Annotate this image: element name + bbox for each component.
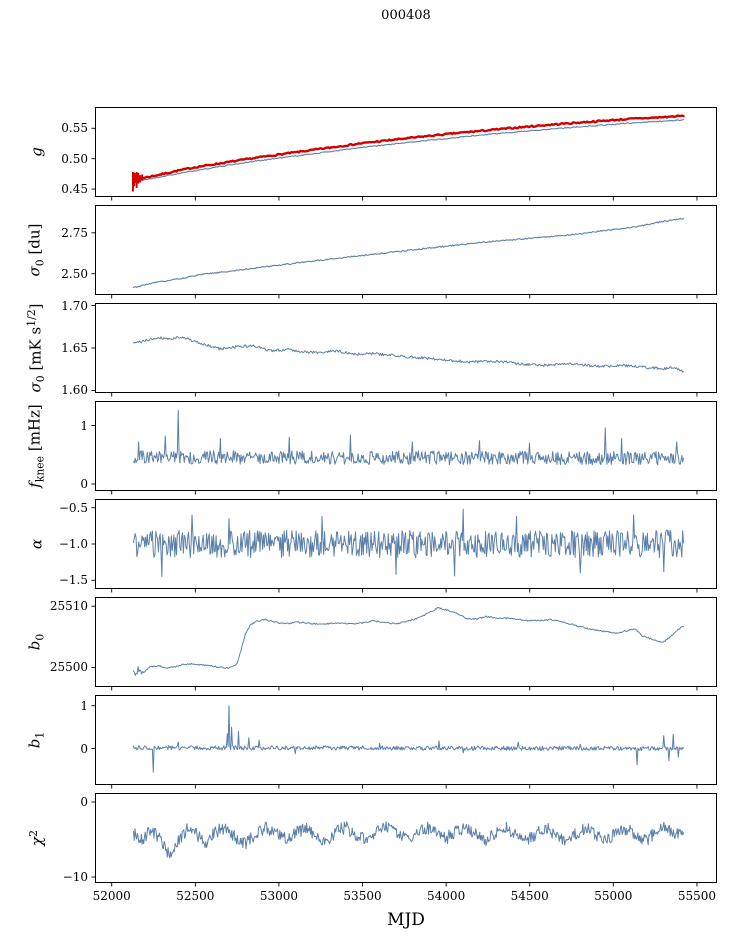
y-axis-label-segment: f [25, 482, 44, 488]
y-axis-label-segment: χ [28, 836, 47, 846]
panel-spines [95, 303, 717, 393]
panel-fknee-plot [91, 401, 717, 495]
y-tick-label: 0 [80, 741, 88, 756]
series-line-b0 [132, 606, 685, 676]
panel-spines [95, 695, 717, 785]
y-tick-label: 0.45 [61, 182, 88, 197]
panel-alpha: −1.5 −1.0 −0.5 α [28, 499, 717, 593]
y-axis-label-segment: σ [26, 382, 45, 393]
panel-alpha-plot [91, 499, 717, 593]
y-axis-label-sigma0-mk: σ0 [mK s1/2] [25, 303, 48, 393]
series-line-g-secondary [132, 119, 685, 183]
y-axis-label-b0: b0 [25, 633, 47, 651]
y-tick-label: 1.60 [61, 383, 88, 398]
panel-sigma0-mk: 1.60 1.65 1.70 σ0 [mK s1/2] [25, 300, 717, 397]
y-tick-label: −1.0 [58, 537, 88, 551]
y-axis-label-segment: α [27, 538, 46, 550]
chart-title: 000408 [381, 8, 431, 23]
panel-fknee: 0 1 fknee [mHz] [26, 401, 717, 495]
series-group [132, 217, 685, 288]
panel-spines [95, 401, 717, 491]
y-axis-label-segment: 0 [34, 375, 48, 383]
y-tick-label: −1.5 [58, 573, 88, 588]
y-tick-label: 1 [80, 418, 88, 433]
panel-g-plot [91, 107, 717, 201]
panel-spines [95, 205, 717, 295]
y-tick-label: 1.70 [61, 298, 88, 313]
y-axis-label-segment: 1/2 [25, 309, 39, 327]
series-line-fknee [132, 409, 685, 466]
y-axis-label-segment: ] [26, 303, 45, 310]
x-tick-label: 52500 [176, 889, 215, 903]
x-tick-label: 54500 [510, 889, 549, 903]
y-tick-label: 25510 [49, 599, 88, 614]
series-group [132, 409, 685, 466]
y-axis-label-segment: 0 [33, 633, 47, 641]
y-tick-label: −10 [62, 870, 88, 884]
y-axis-label-b1: b1 [25, 731, 47, 749]
x-tick-label: 53000 [259, 889, 299, 903]
panel-g: 0.45 0.50 0.55 g [28, 107, 717, 201]
panel-b0: 25500 25510 b0 [26, 597, 717, 691]
y-axis-label-segment: knee [33, 455, 47, 483]
y-axis-label-segment: [du] [25, 223, 44, 260]
panel-chi2: −10 0 χ2 [27, 793, 717, 887]
x-tick-label: 54000 [427, 889, 466, 903]
series-group [132, 336, 685, 373]
y-tick-label: 0.50 [61, 151, 88, 166]
panel-spines [95, 107, 717, 197]
series-line-g-main [132, 114, 685, 182]
series-line-b1 [132, 705, 685, 773]
y-axis-label-segment: 2 [26, 830, 40, 837]
y-axis-label-alpha: α [27, 538, 46, 550]
y-axis-label-segment: 0 [33, 259, 47, 267]
panel-b1-plot [91, 695, 717, 789]
series-line-sigma0-mk [132, 336, 685, 373]
y-tick-label: 2.75 [61, 225, 88, 240]
y-tick-label: −0.5 [58, 500, 88, 515]
series-group [132, 606, 685, 676]
y-tick-label: 0 [80, 476, 88, 491]
series-line-chi2 [132, 821, 685, 859]
x-tick-label: 55500 [677, 889, 717, 903]
y-tick-label: 0 [80, 795, 88, 809]
y-tick-label: 1 [80, 698, 88, 713]
x-axis-label: MJD [387, 910, 425, 930]
panel-sigma0-du-plot [91, 205, 717, 299]
y-axis-label-segment: [mK s [26, 326, 45, 376]
y-tick-label: 1.65 [61, 341, 88, 355]
panel-spines [95, 793, 717, 883]
x-tick-label: 52000 [92, 889, 131, 903]
panel-b0-plot [91, 597, 717, 691]
y-tick-label: 0.55 [61, 121, 88, 136]
y-axis-label-sigma0-du: σ0 [du] [25, 223, 47, 277]
y-tick-label: 2.50 [61, 266, 88, 281]
y-axis-label-fknee: fknee [mHz] [25, 404, 47, 488]
panel-sigma0-mk-plot [91, 303, 717, 397]
y-axis-label-chi2: χ2 [26, 830, 47, 846]
y-axis-label-segment: b [25, 640, 44, 651]
series-group [132, 508, 685, 578]
y-axis-label-segment: [mHz] [25, 404, 44, 456]
y-axis-label-segment: g [27, 147, 46, 157]
y-axis-label-segment: 1 [33, 731, 47, 739]
x-tick-label: 53500 [343, 889, 382, 903]
series-group [132, 705, 685, 773]
panel-b1: 0 1 b1 [26, 695, 717, 789]
series-line-sigma0-du [132, 217, 685, 288]
panel-spines [95, 597, 717, 687]
series-group [132, 821, 685, 859]
y-tick-label: 25500 [49, 660, 88, 675]
series-line-alpha [132, 508, 685, 578]
x-tick-label: 55000 [594, 889, 633, 903]
y-axis-label-segment: σ [25, 266, 44, 277]
panel-sigma0-du: 2.50 2.75 σ0 [du] [26, 205, 717, 299]
series-group [131, 114, 685, 192]
panel-chi2-plot [91, 793, 717, 887]
panel-spines [95, 499, 717, 589]
y-axis-label-g: g [27, 147, 46, 157]
y-axis-label-segment: b [25, 738, 44, 749]
